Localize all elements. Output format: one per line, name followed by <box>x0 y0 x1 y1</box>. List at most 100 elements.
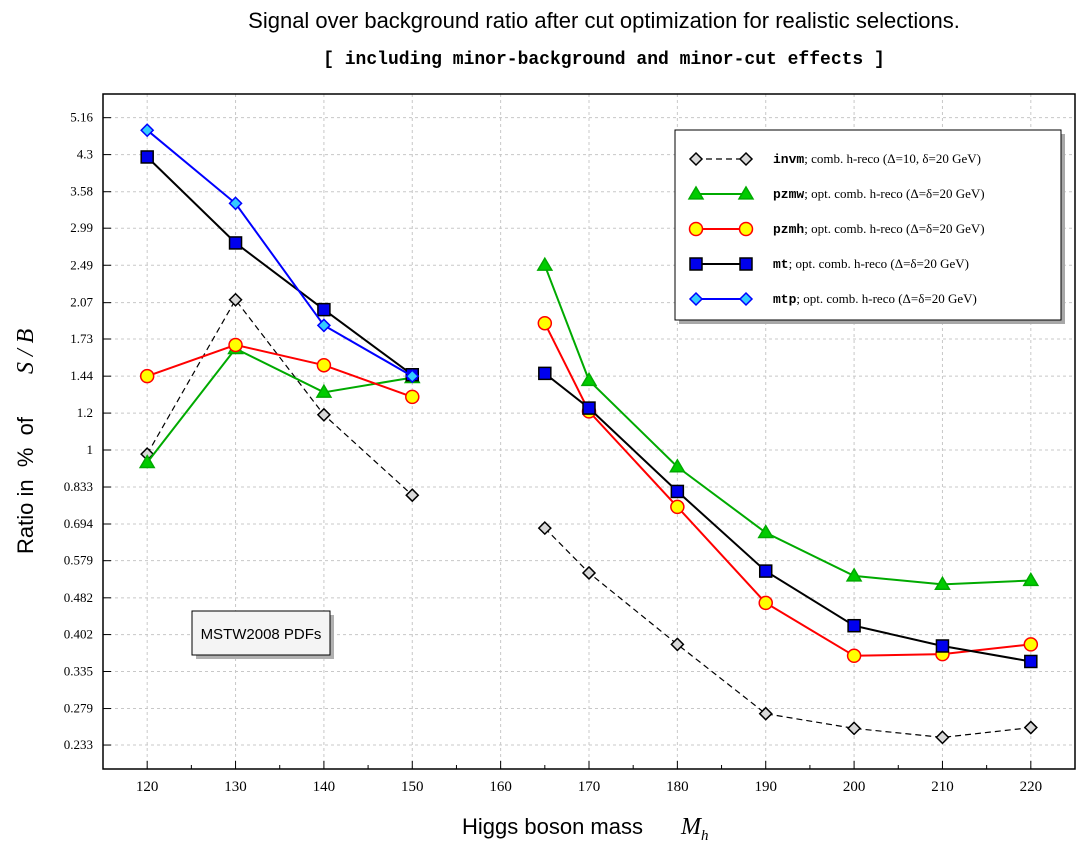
y-tick-label: 0.335 <box>64 664 93 679</box>
data-point-pzmh <box>405 389 420 405</box>
data-point-mt <box>758 564 773 578</box>
data-point-pzmw <box>315 383 333 398</box>
x-tick-label: 200 <box>843 779 866 795</box>
y-axis: 0.233 0.279 0.335 0.402 0.482 0.579 0.694 0.833… <box>64 110 111 752</box>
chart-subtitle: [ including minor-background and minor-c… <box>323 50 885 70</box>
chart-title: Signal over background ratio after cut o… <box>248 8 960 33</box>
x-tick-label: 170 <box>578 779 601 795</box>
x-tick-label: 210 <box>931 779 954 795</box>
data-point-mt <box>1024 654 1038 669</box>
y-tick-label: 2.49 <box>70 257 93 272</box>
data-point-invm <box>405 488 420 503</box>
data-point-pzmh <box>316 357 332 373</box>
data-point-pzmh <box>139 368 155 384</box>
legend-series-name: invm <box>773 152 804 167</box>
data-point-pzmw <box>580 371 598 387</box>
legend-marker <box>738 221 754 237</box>
data-point-invm <box>758 706 773 721</box>
data-point-invm <box>316 407 331 422</box>
plot-frame <box>102 93 1076 770</box>
data-point-pzmw <box>845 567 863 582</box>
annotation-box: MSTW2008 PDFs <box>191 610 334 659</box>
y-tick-label: 0.233 <box>64 737 93 752</box>
legend-item-pzmh: pzmh; opt. comb. h-reco (Δ=δ=20 GeV) <box>688 221 985 237</box>
y-tick-label: 0.694 <box>64 516 94 531</box>
legend-marker <box>688 291 704 307</box>
series-line-mt <box>146 156 413 376</box>
legend-series-desc: ; comb. h-reco (Δ=10, δ=20 GeV) <box>804 151 981 166</box>
x-axis-label: Higgs boson mass M h <box>462 814 709 844</box>
legend-series-desc: ; opt. comb. h-reco (Δ=δ=20 GeV) <box>804 221 984 236</box>
data-point-pzmh <box>670 499 685 515</box>
data-point-pzmw <box>536 256 554 271</box>
data-point-pzmw <box>669 458 686 473</box>
legend-marker <box>737 185 755 200</box>
y-tick-label: 0.833 <box>64 479 93 494</box>
data-point-pzmw <box>934 575 951 591</box>
data-point-mt <box>228 236 243 250</box>
data-point-mt <box>670 484 685 499</box>
x-tick-label: 140 <box>313 779 336 795</box>
x-axis-label-symbol: M <box>680 814 703 840</box>
data-point-invm <box>847 721 862 736</box>
data-point-invm <box>670 637 685 652</box>
series-line-mt <box>544 372 1031 663</box>
y-tick-label: 0.279 <box>64 701 93 716</box>
x-tick-label: 180 <box>666 779 689 795</box>
series-mt <box>140 150 1038 669</box>
data-point-mtp <box>228 196 243 211</box>
legend-series-desc: ; opt. comb. h-reco (Δ=δ=20 GeV) <box>789 256 969 271</box>
data-point-invm <box>228 292 243 307</box>
data-point-mt <box>582 401 596 415</box>
y-tick-label: 1.73 <box>70 331 93 346</box>
legend-marker <box>688 151 704 167</box>
legend-label: mtp; opt. comb. h-reco (Δ=δ=20 GeV) <box>773 291 977 307</box>
data-point-invm <box>581 565 597 581</box>
legend-marker <box>739 257 753 271</box>
legend-label: pzmw; opt. comb. h-reco (Δ=δ=20 GeV) <box>773 186 985 202</box>
y-tick-label: 3.58 <box>70 184 93 199</box>
legend-marker <box>738 291 754 307</box>
legend-series-name: pzmh <box>773 222 804 237</box>
y-tick-label: 1.2 <box>77 405 93 420</box>
series-line-mtp <box>146 129 413 378</box>
x-axis-label-text: Higgs boson mass <box>462 814 643 839</box>
data-point-pzmw <box>138 454 156 469</box>
x-tick-label: 130 <box>224 779 247 795</box>
x-tick-label: 150 <box>401 779 424 795</box>
legend-item-invm: invm; comb. h-reco (Δ=10, δ=20 GeV) <box>688 151 981 167</box>
data-point-pzmh <box>228 337 243 353</box>
series-line-invm <box>146 298 413 496</box>
data-point-pzmh <box>1023 637 1039 652</box>
data-point-mtp <box>140 123 155 138</box>
series-line-pzmh <box>146 343 413 398</box>
y-tick-label: 2.99 <box>70 220 93 235</box>
plot-series <box>138 123 1040 745</box>
y-tick-label: 0.482 <box>64 590 93 605</box>
data-point-invm <box>1023 720 1038 735</box>
y-tick-label: 4.3 <box>77 147 93 162</box>
data-point-invm <box>935 730 950 745</box>
legend-label: invm; comb. h-reco (Δ=10, δ=20 GeV) <box>773 151 981 167</box>
legend-label: pzmh; opt. comb. h-reco (Δ=δ=20 GeV) <box>773 221 985 237</box>
data-point-mtp <box>316 318 331 333</box>
x-axis-label-subscript: h <box>701 828 709 844</box>
legend-marker <box>687 185 705 200</box>
y-tick-label: 0.402 <box>64 627 93 642</box>
data-point-pzmh <box>758 595 773 611</box>
legend-item-mt: mt; opt. comb. h-reco (Δ=δ=20 GeV) <box>689 256 969 272</box>
series-line-invm <box>544 527 1031 739</box>
y-tick-label: 1.44 <box>70 368 93 383</box>
y-tick-label: 1 <box>87 442 94 457</box>
series-pzmw <box>138 256 1040 591</box>
legend-series-name: mtp <box>773 292 797 307</box>
legend-item-mtp: mtp; opt. comb. h-reco (Δ=δ=20 GeV) <box>688 291 977 307</box>
data-point-mt <box>538 366 552 381</box>
data-point-mt <box>847 618 861 633</box>
y-tick-label: 2.07 <box>70 295 93 310</box>
legend-series-name: mt <box>773 257 789 272</box>
series-line-pzmw <box>146 347 413 464</box>
legend-marker <box>738 151 754 167</box>
y-axis-label: Ratio in % of S / B <box>13 328 39 554</box>
